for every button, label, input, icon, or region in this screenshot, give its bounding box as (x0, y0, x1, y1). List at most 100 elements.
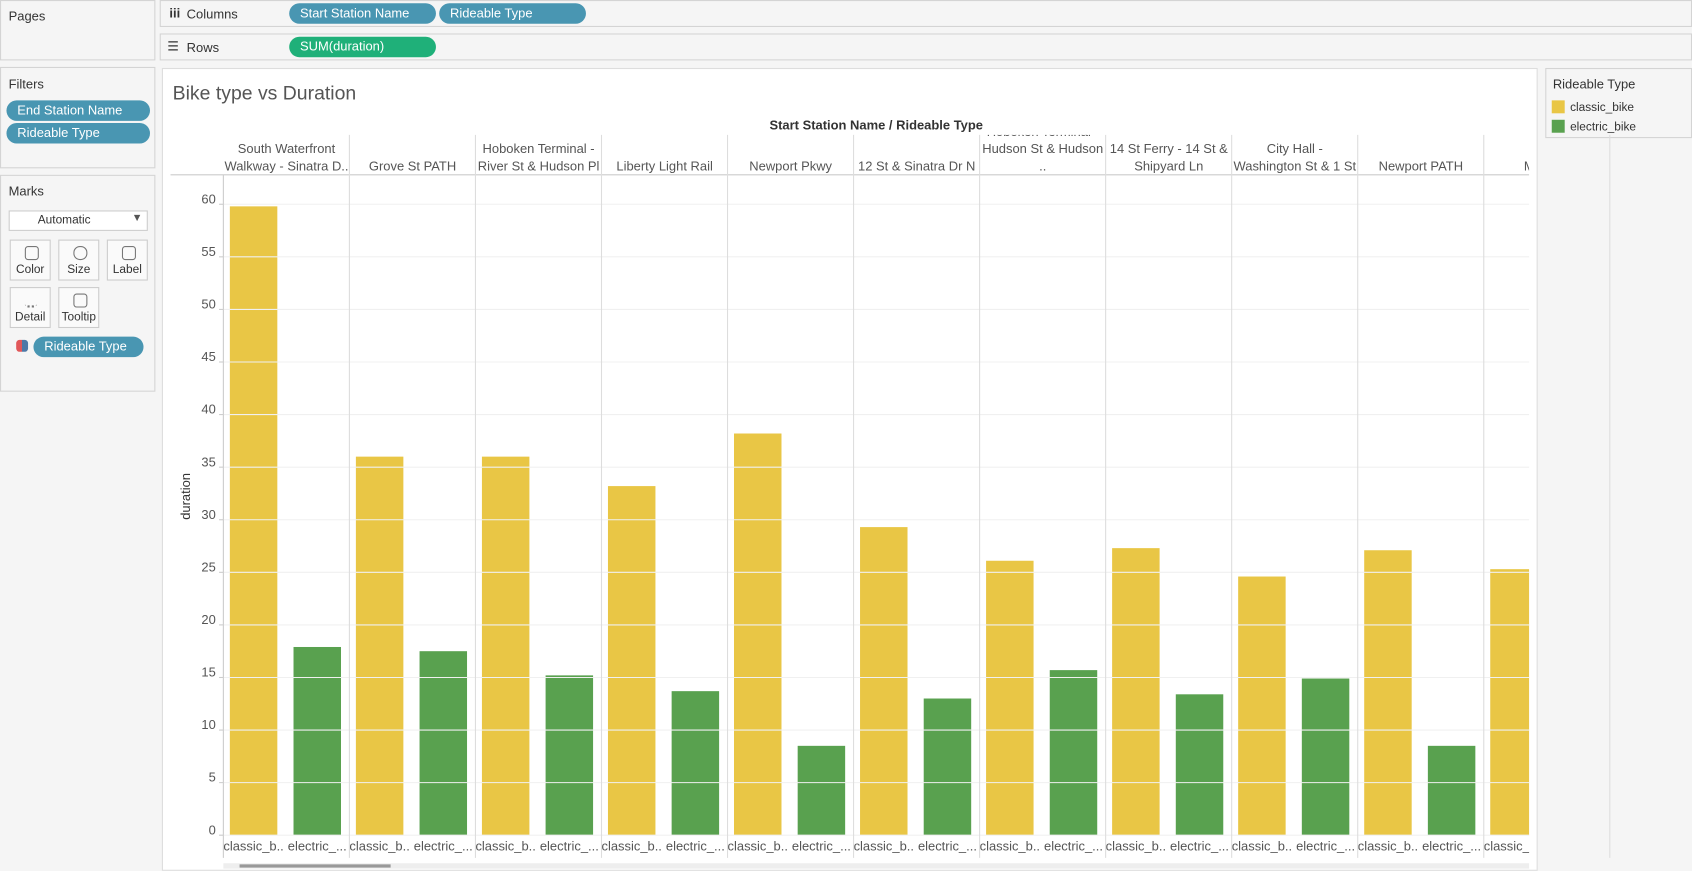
x-sub-label: classic_b.. (1232, 839, 1292, 854)
rows-pill[interactable]: SUM(duration) (289, 36, 436, 58)
panes: classic_b.. electric_... classic_b.. electr… (223, 206, 1607, 854)
filters-label: Filters (8, 76, 44, 92)
bar (293, 646, 341, 836)
y-tick-label: 0 (209, 822, 216, 837)
y-tick-label: 30 (201, 507, 215, 522)
x-sub-label: classic_b.. (475, 839, 535, 854)
station-header: South Waterfront Walkway - Sinatra D.. (224, 141, 349, 174)
tooltip-button[interactable]: Tooltip (58, 287, 100, 329)
x-sub-label: classic_b.. (980, 839, 1040, 854)
x-sub-label: classic_b.. (349, 839, 409, 854)
columns-pill[interactable]: Start Station Name (289, 3, 436, 24)
bar (1238, 576, 1286, 836)
x-sub-label: electric_... (918, 839, 977, 854)
x-sub-label: electric_... (792, 839, 851, 854)
station-header: 12 St & Sinatra Dr N (858, 158, 976, 174)
x-sub-label: electric_... (1548, 839, 1607, 854)
x-sub-label: classic_b.. (223, 839, 283, 854)
columns-pill[interactable]: Rideable Type (439, 3, 586, 24)
x-sub-label: classic_b.. (1358, 839, 1418, 854)
bar (734, 433, 782, 836)
y-tick-label: 50 (201, 297, 215, 312)
button-label: Size (67, 263, 91, 277)
station-header: 14 St Ferry - 14 St & Shipyard Ln (1109, 141, 1228, 174)
x-sub-label: electric_... (1044, 839, 1103, 854)
y-tick-label: 25 (201, 559, 215, 574)
detail-button[interactable]: Detail (9, 287, 51, 329)
x-sub-label: electric_... (1170, 839, 1229, 854)
y-tick-label: 60 (201, 191, 215, 206)
button-label: Detail (15, 310, 46, 324)
bar (797, 745, 846, 836)
bar (1364, 550, 1412, 836)
mark-type: Automatic (37, 213, 91, 227)
station-header: Hoboken Terminal - River St & Hudson Pl (477, 141, 600, 174)
station-header: Newport Pkwy (749, 158, 833, 174)
y-tick-label: 20 (201, 612, 215, 627)
legend-label: classic_bike (1570, 100, 1634, 114)
x-sub-label: classic_b.. (1484, 839, 1544, 854)
pages-shelf: Pages (0, 0, 156, 61)
filter-pill[interactable]: Rideable Type (6, 123, 150, 144)
marks-label: Marks (8, 183, 44, 199)
bar (923, 698, 972, 836)
station-header: Hoboken Terminal - Hudson St & Hudson .. (982, 135, 1104, 174)
bar (229, 206, 278, 836)
label-button[interactable]: Label (106, 239, 148, 281)
rows-icon: ☰ (167, 38, 179, 54)
scrollbar-thumb[interactable] (239, 864, 391, 868)
chart-title: Bike type vs Duration (172, 82, 357, 104)
x-sub-label: electric_... (540, 839, 599, 854)
bar (481, 456, 530, 836)
bar (671, 691, 720, 836)
y-tick-label: 55 (201, 244, 215, 259)
color-icon (16, 339, 29, 352)
button-label: Label (112, 263, 142, 277)
bar (1049, 670, 1098, 836)
dropdown-arrow: ▼ (131, 212, 143, 225)
x-sub-label: electric_... (666, 839, 725, 854)
bar (607, 486, 656, 836)
color-button[interactable]: Color (9, 239, 51, 281)
y-tick-label: 35 (201, 454, 215, 469)
bar (860, 527, 908, 836)
legend-swatch (1551, 119, 1565, 133)
y-tick-label: 5 (209, 770, 216, 785)
columns-label: Columns (186, 6, 238, 22)
bar (355, 456, 404, 836)
bar (1490, 569, 1530, 836)
x-sub-label: electric_... (1296, 839, 1355, 854)
station-header: Marin Li (1484, 135, 1529, 175)
station-header: Liberty Light Rail (616, 158, 713, 174)
x-sub-label: electric_... (288, 839, 347, 854)
button-label: Tooltip (61, 310, 96, 324)
scrollbar-track (223, 863, 1530, 869)
bar (1427, 745, 1476, 836)
legend-title: Rideable Type (1552, 76, 1636, 92)
marks-pill[interactable]: Rideable Type (33, 336, 144, 358)
bar (1175, 694, 1224, 836)
mark-type-dropdown[interactable]: Automatic ▼ (8, 210, 148, 231)
station-header: City Hall - Washington St & 1 St (1233, 141, 1357, 174)
bar (545, 675, 594, 836)
station-header: Grove St PATH (368, 158, 457, 174)
y-axis-title: duration (178, 473, 193, 520)
bar (1301, 678, 1350, 836)
x-sub-label: classic_b.. (602, 839, 662, 854)
legend: Rideable Type (1545, 67, 1692, 139)
station-header: Newport PATH (1378, 158, 1464, 174)
x-sub-label: electric_... (414, 839, 473, 854)
size-button[interactable]: Size (58, 239, 100, 281)
bar (1112, 548, 1160, 836)
bar (986, 560, 1034, 836)
column-headers: South Waterfront Walkway - Sinatra D.. Gr… (223, 135, 1529, 175)
y-tick-label: 45 (201, 349, 215, 364)
x-sub-label: classic_b.. (1106, 839, 1166, 854)
rows-label: Rows (186, 39, 220, 56)
y-tick-label: 40 (201, 402, 215, 417)
filter-pill[interactable]: End Station Name (6, 100, 150, 121)
y-tick-label: 10 (201, 717, 215, 732)
legend-swatch (1551, 100, 1565, 114)
